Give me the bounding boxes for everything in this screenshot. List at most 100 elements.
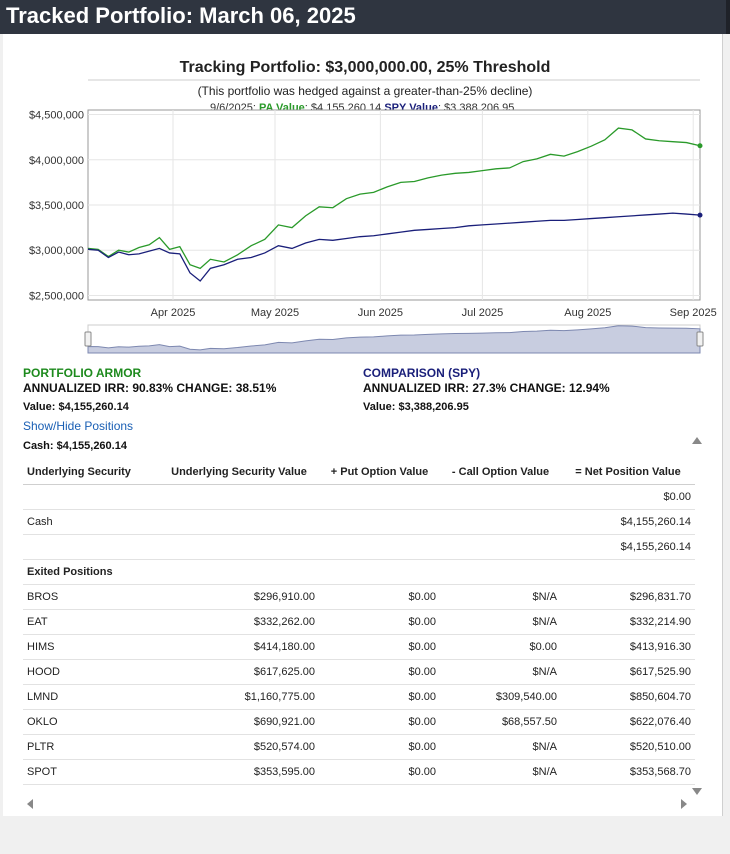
table-cell [440, 509, 561, 535]
table-row: Cash $4,155,260.14 [23, 509, 695, 535]
value-cell: $332,262.00 [159, 609, 319, 635]
scroll-right-arrow-icon[interactable] [681, 799, 687, 809]
table-header-row: Underlying Security Underlying Security … [23, 460, 695, 485]
chart-subtitle: (This portfolio was hedged against a gre… [197, 84, 533, 98]
value-cell: $617,525.90 [561, 659, 695, 685]
value-cell: $1,160,775.00 [159, 684, 319, 710]
legend-pa-value: Value: $4,155,260.14 [23, 401, 129, 413]
header-bar: Tracked Portfolio: March 06, 2025 [0, 0, 730, 34]
table-row: EAT $332,262.00 $0.00 $N/A $332,214.90 [23, 609, 695, 635]
ticker-cell: EAT [23, 609, 159, 635]
legend-spy-irr: ANNUALIZED IRR: 27.3% CHANGE: 12.94% [363, 381, 610, 395]
value-cell: $N/A [440, 734, 561, 760]
table-row: LMND $1,160,775.00 $0.00 $309,540.00 $850,60… [23, 684, 695, 710]
table-row: HOOD $617,625.00 $0.00 $N/A $617,525.90 [23, 659, 695, 685]
value-cell: $68,557.50 [440, 709, 561, 735]
value-cell: $N/A [440, 584, 561, 610]
table-cell [319, 509, 440, 535]
value-cell: $520,510.00 [561, 734, 695, 760]
value-cell: $296,831.70 [561, 584, 695, 610]
y-tick-label: $4,000,000 [29, 155, 84, 167]
table-cell [319, 484, 440, 510]
value-cell: $413,916.30 [561, 634, 695, 660]
x-tick-label: Apr 2025 [151, 307, 196, 319]
y-tick-label: $3,000,000 [29, 245, 84, 257]
table-cell: Cash [23, 509, 159, 535]
table-row: $4,155,260.14 [23, 534, 695, 560]
scroll-down-arrow-icon[interactable] [692, 788, 702, 795]
table-row: SPOT $353,595.00 $0.00 $N/A $353,568.70 [23, 759, 695, 785]
value-cell: $353,568.70 [561, 759, 695, 785]
header-underlying-value[interactable]: Underlying Security Value [159, 460, 319, 485]
value-cell: $296,910.00 [159, 584, 319, 610]
table-row: BROS $296,910.00 $0.00 $N/A $296,831.70 [23, 584, 695, 610]
legend-pa-irr: ANNUALIZED IRR: 90.83% CHANGE: 38.51% [23, 381, 277, 395]
scroll-up-arrow-icon[interactable] [692, 437, 702, 444]
table-cell: $4,155,260.14 [561, 534, 695, 560]
header-net-position[interactable]: = Net Position Value [561, 460, 695, 485]
legend-spy-title: COMPARISON (SPY) [363, 366, 481, 380]
x-tick-label: Sep 2025 [670, 307, 717, 319]
portfolio-chart[interactable]: $2,500,000 $3,000,000 $3,500,000 $4,000,000… [0, 60, 730, 360]
x-tick-label: May 2025 [251, 307, 299, 319]
table-cell: $0.00 [561, 484, 695, 510]
ticker-cell: HOOD [23, 659, 159, 685]
navigator-series [87, 325, 701, 354]
cash-summary: Cash: $4,155,260.14 [23, 440, 127, 452]
value-cell: $0.00 [319, 759, 440, 785]
legend-spy-value: Value: $3,388,206.95 [363, 401, 469, 413]
value-cell: $0.00 [440, 634, 561, 660]
value-cell: $0.00 [319, 734, 440, 760]
y-tick-label: $4,500,000 [29, 110, 84, 122]
ticker-cell: HIMS [23, 634, 159, 660]
value-cell: $332,214.90 [561, 609, 695, 635]
value-cell: $353,595.00 [159, 759, 319, 785]
table-row: HIMS $414,180.00 $0.00 $0.00 $413,916.30 [23, 634, 695, 660]
x-tick-label: Jul 2025 [462, 307, 504, 319]
value-cell: $414,180.00 [159, 634, 319, 660]
table-row: $0.00 [23, 484, 695, 510]
value-cell: $690,921.00 [159, 709, 319, 735]
page-title: Tracked Portfolio: March 06, 2025 [6, 3, 356, 28]
table-cell [159, 484, 319, 510]
table-row: OKLO $690,921.00 $0.00 $68,557.50 $622,076.4… [23, 709, 695, 735]
header-put-option[interactable]: + Put Option Value [319, 460, 440, 485]
legend-pa-title: PORTFOLIO ARMOR [23, 366, 142, 380]
value-cell: $0.00 [319, 609, 440, 635]
exited-positions-label: Exited Positions [23, 559, 695, 585]
scroll-left-arrow-icon[interactable] [27, 799, 33, 809]
header-call-option[interactable]: - Call Option Value [440, 460, 561, 485]
table-cell [159, 534, 319, 560]
show-hide-positions-link[interactable]: Show/Hide Positions [23, 419, 134, 433]
table-cell [23, 484, 159, 510]
y-tick-label: $3,500,000 [29, 200, 84, 212]
value-cell: $617,625.00 [159, 659, 319, 685]
table-row: PLTR $520,574.00 $0.00 $N/A $520,510.00 [23, 734, 695, 760]
y-tick-label: $2,500,000 [29, 290, 84, 302]
legend-portfolio-armor: PORTFOLIO ARMOR ANNUALIZED IRR: 90.83% C… [23, 366, 276, 413]
value-cell: $0.00 [319, 684, 440, 710]
navigator-left-handle[interactable] [84, 331, 92, 347]
value-cell: $0.00 [319, 659, 440, 685]
table-cell [440, 534, 561, 560]
ticker-cell: BROS [23, 584, 159, 610]
table-cell [159, 509, 319, 535]
value-cell: $0.00 [319, 709, 440, 735]
value-cell: $520,574.00 [159, 734, 319, 760]
series-endpoint [697, 143, 703, 149]
legend-comparison-spy: COMPARISON (SPY) ANNUALIZED IRR: 27.3% C… [363, 366, 610, 413]
value-cell: $309,540.00 [440, 684, 561, 710]
positions-table: Underlying Security Underlying Security … [23, 460, 695, 785]
navigator-right-handle[interactable] [696, 331, 704, 347]
header-underlying-security[interactable]: Underlying Security [23, 460, 159, 485]
ticker-cell: SPOT [23, 759, 159, 785]
ticker-cell: LMND [23, 684, 159, 710]
value-cell: $N/A [440, 609, 561, 635]
table-cell [319, 534, 440, 560]
table-cell [23, 534, 159, 560]
series-line-portfolio-armor [87, 127, 701, 270]
value-cell: $0.00 [319, 584, 440, 610]
section-row: Exited Positions [23, 559, 695, 585]
ticker-cell: PLTR [23, 734, 159, 760]
